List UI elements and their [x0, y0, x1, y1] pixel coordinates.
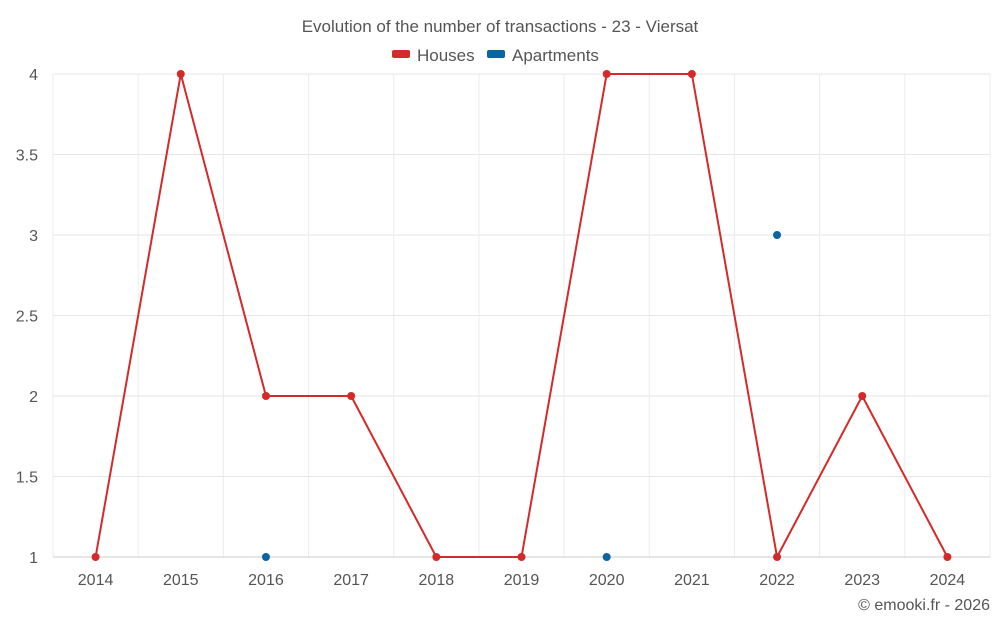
data-point-houses[interactable] [858, 392, 867, 400]
y-tick-label: 2.5 [16, 309, 38, 326]
data-point-apartments[interactable] [602, 553, 611, 561]
x-axis: 2014 2015 2016 2017 2018 2019 2020 2021 2022 2023… [53, 556, 990, 589]
data-point-houses[interactable] [432, 553, 441, 561]
data-point-apartments[interactable] [773, 231, 782, 239]
y-tick-label: 1 [29, 550, 38, 567]
x-tick-label: 2022 [759, 572, 795, 589]
chart-title: Evolution of the number of transactions … [302, 17, 699, 36]
data-point-houses[interactable] [347, 392, 356, 400]
legend-item-apartments[interactable]: Apartments [487, 46, 599, 65]
data-point-houses[interactable] [773, 553, 782, 561]
y-axis: 1 1.5 2 2.5 3 3.5 4 [16, 67, 38, 567]
x-tick-label: 2014 [78, 572, 114, 589]
x-tick-label: 2023 [844, 572, 880, 589]
x-tick-label: 2020 [589, 572, 625, 589]
data-point-houses[interactable] [602, 70, 611, 78]
x-tick-label: 2015 [163, 572, 199, 589]
data-point-houses[interactable] [261, 392, 270, 400]
x-tick-label: 2017 [333, 572, 369, 589]
legend-swatch-houses [392, 50, 410, 58]
series-apartments [261, 231, 782, 561]
y-tick-label: 2 [29, 389, 38, 406]
data-point-houses[interactable] [517, 553, 526, 561]
legend-label-apartments: Apartments [512, 46, 599, 65]
x-tick-label: 2019 [504, 572, 540, 589]
y-tick-label: 3 [29, 228, 38, 245]
data-point-apartments[interactable] [261, 553, 270, 561]
x-tick-label: 2016 [248, 572, 284, 589]
legend-item-houses[interactable]: Houses [392, 46, 475, 65]
legend: Houses Apartments [392, 46, 599, 65]
legend-label-houses: Houses [417, 46, 475, 65]
series-houses [91, 70, 952, 561]
x-tick-label: 2024 [930, 572, 966, 589]
legend-swatch-apartments [487, 50, 505, 58]
data-point-houses[interactable] [943, 553, 952, 561]
x-tick-label: 2021 [674, 572, 710, 589]
x-tick-label: 2018 [419, 572, 455, 589]
y-tick-label: 4 [29, 67, 38, 84]
data-point-houses[interactable] [176, 70, 185, 78]
grid [52, 73, 991, 558]
y-tick-label: 3.5 [16, 148, 38, 165]
y-tick-label: 1.5 [16, 470, 38, 487]
data-point-houses[interactable] [687, 70, 696, 78]
data-point-houses[interactable] [91, 553, 100, 561]
credit-text: © emooki.fr - 2026 [858, 597, 990, 614]
series-layer [91, 70, 952, 561]
